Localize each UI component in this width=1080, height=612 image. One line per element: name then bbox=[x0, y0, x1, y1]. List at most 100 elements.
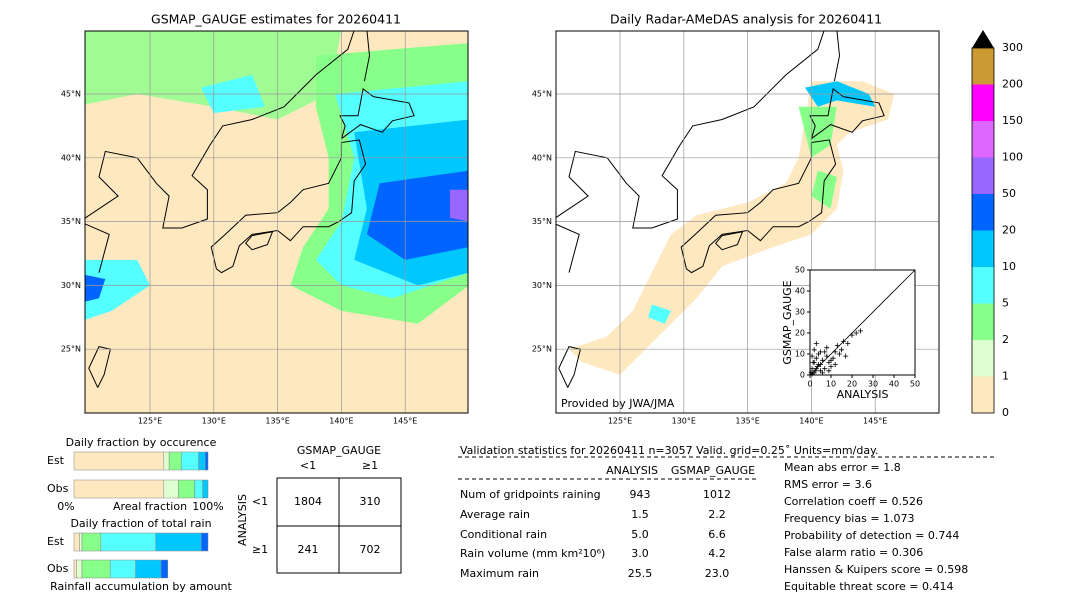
point bbox=[828, 364, 834, 370]
point bbox=[857, 328, 863, 334]
colorbar-segment bbox=[972, 303, 994, 340]
rain-area bbox=[85, 274, 106, 302]
bar-segment bbox=[73, 451, 165, 471]
colorbar-label: 300 bbox=[1002, 41, 1023, 54]
bar-segment bbox=[163, 479, 179, 499]
coastline bbox=[363, 31, 371, 82]
point bbox=[832, 349, 838, 355]
cell: 310 bbox=[360, 495, 381, 508]
lon-label: 135°E bbox=[735, 417, 759, 426]
lon-label: 145°E bbox=[863, 417, 887, 426]
coastline bbox=[88, 346, 112, 388]
point bbox=[818, 349, 823, 355]
validation-header: Validation statistics for 20260411 n=305… bbox=[460, 444, 879, 457]
coastline bbox=[558, 346, 582, 388]
score: RMS error = 3.6 bbox=[784, 478, 872, 491]
lat-label: 40°N bbox=[532, 153, 552, 162]
point bbox=[809, 371, 815, 377]
point bbox=[815, 351, 821, 357]
point bbox=[839, 347, 844, 353]
credit: Provided by JWA/JMA bbox=[561, 397, 675, 410]
stat-value: 1.5 bbox=[631, 508, 649, 521]
row-label: Est bbox=[47, 454, 65, 467]
axis-label: 0% bbox=[57, 500, 74, 513]
point bbox=[828, 357, 834, 363]
map-frame bbox=[84, 30, 469, 414]
point bbox=[813, 366, 819, 372]
rain-area bbox=[85, 31, 342, 120]
stat-value: 25.5 bbox=[628, 567, 653, 580]
point bbox=[814, 364, 820, 370]
stat-value: 23.0 bbox=[705, 567, 730, 580]
lon-label: 125°E bbox=[608, 417, 632, 426]
stat-name: Num of gridpoints raining bbox=[460, 488, 601, 501]
coastline bbox=[680, 139, 837, 274]
point bbox=[824, 353, 830, 359]
colorbar-segment bbox=[972, 376, 994, 413]
point bbox=[809, 353, 815, 359]
point bbox=[824, 345, 830, 351]
score: Hanssen & Kuipers score = 0.598 bbox=[784, 563, 968, 576]
x-tick-label: 10 bbox=[826, 380, 836, 389]
coastline bbox=[556, 31, 825, 273]
y-tick-label: 40 bbox=[795, 287, 805, 296]
cell: 241 bbox=[298, 543, 319, 556]
table-title: GSMAP_GAUGE bbox=[297, 444, 381, 457]
bar-segment bbox=[109, 559, 136, 579]
lon-label: 125°E bbox=[138, 417, 162, 426]
bar-segment bbox=[79, 532, 83, 552]
row-label: <1 bbox=[252, 495, 268, 508]
bar-segment bbox=[198, 451, 206, 471]
point bbox=[818, 368, 823, 374]
y-label: GSMAP_GAUGE bbox=[781, 280, 794, 364]
colorbar-label: 20 bbox=[1002, 224, 1016, 237]
point bbox=[812, 368, 818, 374]
point bbox=[826, 359, 832, 365]
colorbar-label: 150 bbox=[1002, 114, 1023, 127]
point bbox=[820, 370, 826, 376]
x-tick-label: 50 bbox=[910, 380, 920, 389]
x-tick-label: 40 bbox=[889, 380, 899, 389]
stat-value: 943 bbox=[630, 488, 651, 501]
point bbox=[811, 347, 817, 353]
colorbar-label: 5 bbox=[1002, 297, 1009, 310]
bar-segment bbox=[168, 451, 182, 471]
rain-area bbox=[648, 304, 671, 324]
lat-label: 25°N bbox=[61, 345, 81, 354]
bar-segment bbox=[201, 532, 209, 552]
point bbox=[822, 366, 828, 372]
lat-label: 40°N bbox=[61, 153, 81, 162]
lon-label: 130°E bbox=[202, 417, 226, 426]
bar-segment bbox=[205, 451, 209, 471]
bar-segment bbox=[81, 532, 102, 552]
colorbar-segment bbox=[972, 121, 994, 158]
row-label: ≥1 bbox=[252, 543, 268, 556]
lat-label: 25°N bbox=[532, 345, 552, 354]
bar-segment bbox=[178, 479, 195, 499]
point bbox=[822, 349, 828, 355]
map-frame bbox=[555, 30, 940, 414]
diagonal bbox=[809, 269, 916, 376]
lat-label: 45°N bbox=[61, 90, 81, 99]
coastline bbox=[85, 31, 355, 273]
colorbar-label: 100 bbox=[1002, 151, 1023, 164]
stat-name: Conditional rain bbox=[460, 528, 547, 541]
bar-segment bbox=[194, 479, 203, 499]
lat-label: 35°N bbox=[532, 217, 552, 226]
coastline bbox=[833, 31, 841, 82]
point bbox=[813, 355, 819, 361]
row-label: Obs bbox=[47, 482, 69, 495]
x-tick-label: 30 bbox=[868, 380, 878, 389]
bar-segment bbox=[180, 451, 199, 471]
y-tick-label: 50 bbox=[795, 266, 805, 275]
coastline bbox=[809, 88, 885, 140]
lon-label: 145°E bbox=[393, 417, 417, 426]
bar-title: Daily fraction by occurence bbox=[66, 436, 217, 449]
bar-segment bbox=[100, 532, 156, 552]
cell: 702 bbox=[360, 543, 381, 556]
bar-segment bbox=[163, 451, 170, 471]
row-label: Est bbox=[47, 535, 65, 548]
score: Frequency bias = 1.073 bbox=[784, 512, 915, 525]
bar-title: Daily fraction of total rain bbox=[70, 517, 211, 530]
